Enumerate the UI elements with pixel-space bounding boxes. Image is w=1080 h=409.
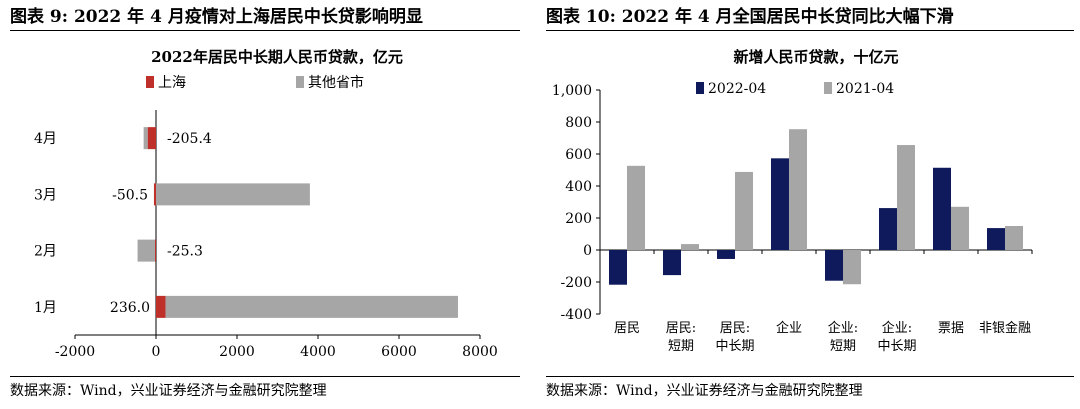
- legend-label-2: 2021-04: [836, 81, 894, 97]
- bar-2022-04-3: [717, 250, 735, 259]
- legend-label-1: 上海: [158, 75, 186, 91]
- bar-2021-04-4: [789, 129, 807, 250]
- bar-shanghai-1: [147, 127, 156, 150]
- bar-2022-04-2: [663, 250, 681, 276]
- x-category-label: 非银金融: [979, 320, 1031, 336]
- bar-2021-04-3: [735, 171, 753, 250]
- figure-10-chart: 新增人民币贷款，十亿元 2022-04 2021-04 -400 -200 0 200 400…: [552, 48, 1033, 354]
- figure-10-panel: 图表 10: 2022 年 4 月全国居民中长贷同比大幅下滑 新增人民币贷款，十…: [540, 0, 1080, 409]
- bar-other-3: [137, 239, 155, 262]
- bar-2021-04-2: [681, 244, 699, 250]
- bar-2021-04-8: [1005, 226, 1023, 250]
- figure-9-top-rule: [10, 30, 520, 31]
- y-tick-label: 0: [583, 243, 592, 259]
- x-tick-label: 0: [152, 344, 161, 360]
- bar-other-2: [156, 183, 310, 206]
- legend-label-2: 其他省市: [308, 74, 364, 91]
- y-tick-label: -200: [561, 275, 592, 291]
- bar-other-1: [143, 127, 148, 150]
- y-category-label: 1月: [34, 300, 57, 316]
- x-tick-label: 6000: [381, 344, 417, 360]
- x-tick-label: -2000: [55, 344, 95, 360]
- bar-2021-04-7: [951, 206, 969, 250]
- figure-10-top-rule: [546, 30, 1074, 31]
- figure-10-source: 数据来源：Wind，兴业证券经济与金融研究院整理: [546, 383, 863, 399]
- x-category-label: 票据: [938, 321, 964, 336]
- bar-2021-04-5: [843, 250, 861, 285]
- figure-10-bottom-rule: [546, 376, 1074, 377]
- legend-swatch-1: [696, 82, 704, 94]
- y-tick-label: -400: [561, 307, 592, 323]
- bar-2022-04-7: [933, 167, 951, 250]
- x-category-label: 居民:: [720, 321, 750, 336]
- bar-2022-04-5: [825, 250, 843, 281]
- bar-2021-04-6: [897, 145, 915, 250]
- bar-shanghai-4: [156, 295, 166, 318]
- x-category-label: 居民: [614, 321, 640, 336]
- legend-swatch-2: [824, 82, 832, 94]
- bar-2021-04-1: [627, 165, 645, 250]
- x-category-label: 居民:: [666, 321, 696, 336]
- y-tick-label: 600: [565, 147, 592, 163]
- bar-2022-04-6: [879, 208, 897, 250]
- y-tick-label: 200: [565, 211, 592, 227]
- legend-label-1: 2022-04: [708, 81, 766, 97]
- y-category-label: 3月: [34, 187, 57, 203]
- chart-title: 2022年居民中长期人民币贷款，亿元: [151, 48, 403, 66]
- x-tick-label: 8000: [462, 344, 498, 360]
- legend-swatch-2: [296, 76, 304, 88]
- x-category-label: 中长期: [877, 339, 916, 354]
- x-category-label: 短期: [830, 339, 856, 354]
- bar-2022-04-4: [771, 158, 789, 250]
- x-category-label: 短期: [668, 339, 694, 354]
- x-category-label: 企业:: [828, 320, 858, 336]
- y-tick-label: 800: [565, 115, 592, 131]
- chart-title: 新增人民币贷款，十亿元: [733, 48, 898, 66]
- figure-9-source: 数据来源：Wind，兴业证券经济与金融研究院整理: [10, 383, 327, 399]
- x-tick-label: 2000: [219, 344, 255, 360]
- y-category-label: 2月: [34, 244, 57, 260]
- bar-shanghai-3: [154, 239, 156, 262]
- y-tick-label: 400: [565, 179, 592, 195]
- x-category-label: 企业: [776, 320, 802, 336]
- y-tick-label: 1,000: [552, 83, 592, 99]
- data-label-shanghai: -25.3: [167, 244, 203, 260]
- x-category-label: 中长期: [715, 339, 754, 354]
- figure-9-panel: 图表 9: 2022 年 4 月疫情对上海居民中长贷影响明显 2022年居民中长…: [0, 0, 530, 409]
- data-label-shanghai: -205.4: [167, 131, 212, 147]
- bar-2022-04-1: [609, 250, 627, 285]
- legend-swatch-1: [146, 76, 154, 88]
- figure-9-title: 图表 9: 2022 年 4 月疫情对上海居民中长贷影响明显: [10, 7, 423, 27]
- figure-9-bottom-rule: [10, 376, 520, 377]
- bar-shanghai-2: [153, 183, 156, 206]
- data-label-shanghai: -50.5: [112, 187, 148, 203]
- data-label-shanghai: 236.0: [110, 300, 150, 316]
- bar-other-4: [165, 295, 458, 318]
- figure-10-title: 图表 10: 2022 年 4 月全国居民中长贷同比大幅下滑: [546, 7, 954, 27]
- bar-2022-04-8: [987, 228, 1005, 250]
- x-tick-label: 4000: [300, 344, 336, 360]
- y-category-label: 4月: [34, 131, 57, 147]
- x-category-label: 企业:: [882, 320, 912, 336]
